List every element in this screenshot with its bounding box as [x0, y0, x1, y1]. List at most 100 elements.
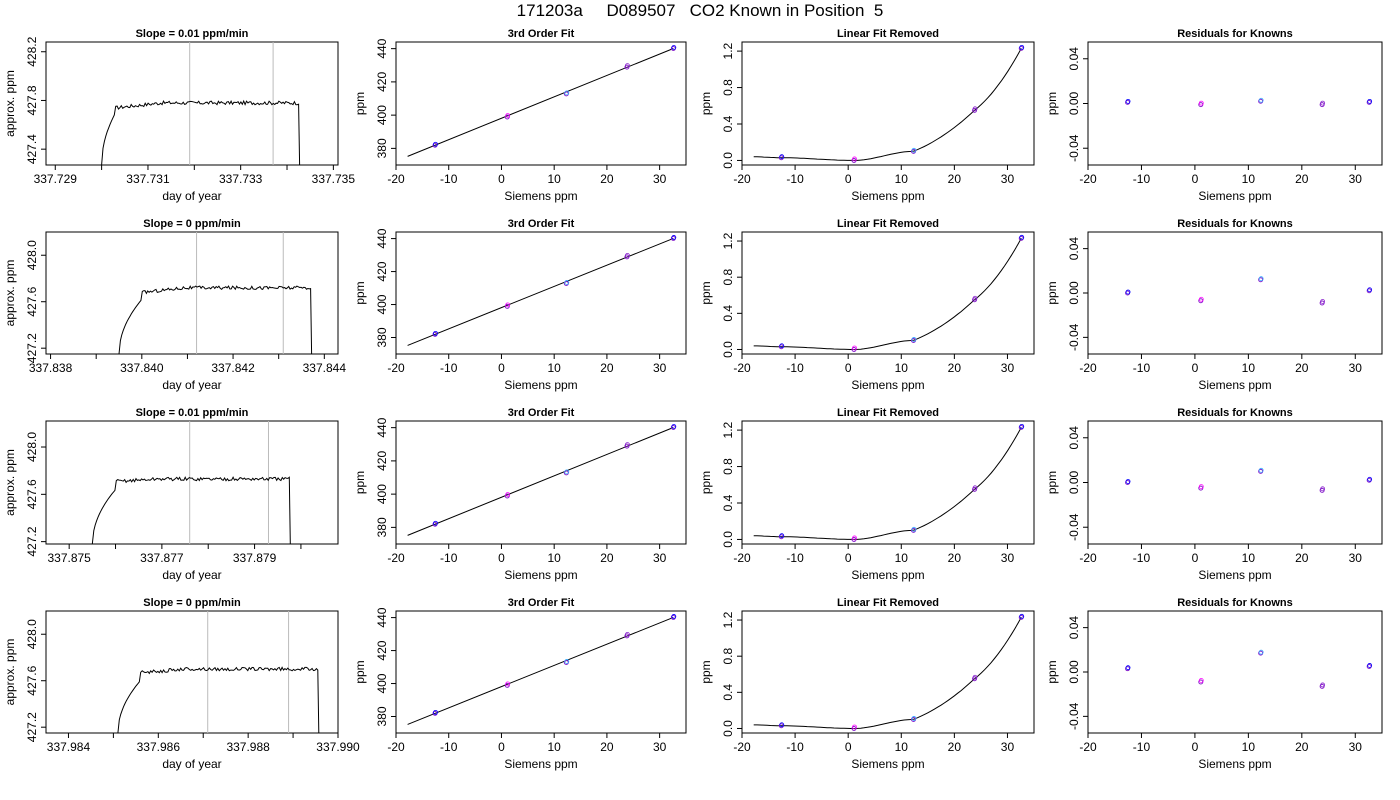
- data-point-replicate: [1258, 467, 1264, 473]
- y-tick-label: 0.04: [1067, 616, 1081, 640]
- panel-title: Linear Fit Removed: [837, 597, 939, 609]
- x-tick-label: -10: [786, 361, 804, 375]
- plot-frame: [45, 420, 339, 545]
- x-tick-label: 337.731: [126, 172, 170, 186]
- panel-title: Residuals for Knowns: [1177, 218, 1293, 230]
- y-tick-label: 0.04: [1067, 47, 1081, 71]
- plot-frame: [1087, 41, 1383, 166]
- data-point-replicate: [671, 424, 677, 429]
- y-tick-label: 0.4: [721, 115, 735, 132]
- x-tick-label: 10: [548, 740, 562, 754]
- x-tick-label: 20: [948, 361, 962, 375]
- y-tick-label: 427.6: [25, 479, 39, 509]
- panel-r4c1: Slope = 0 ppm/min day of year approx. ppm 3…: [3, 597, 360, 771]
- x-tick-label: -10: [786, 551, 804, 565]
- data-point-replicate: [505, 681, 511, 687]
- y-axis-label: ppm: [699, 471, 713, 494]
- x-tick-label: 0: [498, 740, 505, 754]
- data-point-replicate: [1019, 44, 1025, 50]
- data-point-replicate: [972, 485, 978, 491]
- panel-title: Slope = 0.01 ppm/min: [136, 407, 249, 419]
- data-point-replicate: [911, 147, 917, 153]
- data-point-replicate: [671, 45, 677, 50]
- x-axis-label: day of year: [162, 568, 221, 582]
- data-point-replicate: [779, 722, 785, 728]
- x-tick-label: -10: [786, 172, 804, 186]
- x-tick-label: 0: [1192, 740, 1199, 754]
- data-point-replicate: [1367, 663, 1373, 668]
- plot-frame: [45, 41, 339, 166]
- plot-frame: [395, 610, 687, 734]
- panel-r4c3: Linear Fit Removed Siemens ppm ppm -20 -10 0 1…: [699, 597, 1035, 771]
- plot-frame: [395, 420, 687, 545]
- y-tick-label: 0.00: [1067, 660, 1081, 684]
- data-point-replicate: [433, 520, 438, 526]
- data-point-replicate: [1198, 678, 1204, 683]
- y-tick-label: 0.8: [721, 648, 735, 665]
- data-point-replicate: [564, 280, 570, 285]
- y-axis-label: ppm: [1045, 92, 1059, 115]
- data-point-replicate: [1258, 649, 1264, 655]
- x-tick-label: 10: [548, 361, 562, 375]
- y-tick-label: 380: [375, 138, 389, 158]
- y-tick-label: 0.00: [1067, 91, 1081, 115]
- x-tick-label: -10: [1133, 551, 1151, 565]
- x-axis-label: day of year: [162, 189, 221, 203]
- x-tick-label: 10: [548, 172, 562, 186]
- data-point-replicate: [972, 106, 978, 112]
- x-tick-label: -20: [1079, 361, 1097, 375]
- x-tick-label: -20: [387, 172, 405, 186]
- data-point-replicate: [1367, 98, 1373, 104]
- panel-title: Slope = 0 ppm/min: [143, 597, 241, 609]
- x-tick-label: 337.988: [226, 740, 270, 754]
- plot-frame: [1087, 231, 1383, 355]
- y-tick-label: 400: [375, 294, 389, 314]
- x-tick-label: 30: [1001, 172, 1015, 186]
- data-point-replicate: [972, 295, 978, 301]
- data-point-replicate: [1019, 613, 1025, 619]
- data-point-replicate: [564, 659, 570, 664]
- panel-r1c2: 3rd Order Fit Siemens ppm ppm -20 -10 0 10 20 30…: [353, 28, 687, 203]
- data-point-replicate: [779, 154, 785, 160]
- x-tick-label: 337.984: [47, 740, 91, 754]
- data-point-replicate: [852, 156, 857, 162]
- x-tick-label: 0: [498, 551, 505, 565]
- x-tick-label: 0: [498, 361, 505, 375]
- panel-r1c1: Slope = 0.01 ppm/min day of year approx. p…: [3, 28, 355, 203]
- y-tick-label: 427.4: [25, 134, 39, 164]
- y-tick-label: -0.04: [1067, 134, 1081, 162]
- y-tick-label: 0.00: [1067, 281, 1081, 305]
- plot-frame: [1087, 420, 1383, 545]
- x-tick-label: 0: [845, 361, 852, 375]
- panel-title: Linear Fit Removed: [837, 218, 939, 230]
- y-tick-label: 1.2: [721, 232, 735, 249]
- ppm-trace: [118, 285, 313, 355]
- x-tick-label: 0: [1192, 551, 1199, 565]
- x-axis-label: Siemens ppm: [504, 378, 577, 392]
- x-tick-label: 10: [1242, 551, 1256, 565]
- ppm-trace: [91, 476, 291, 545]
- page-title: 171203a D089507 CO2 Known in Position 5: [516, 1, 884, 20]
- plot-frame: [741, 231, 1035, 355]
- x-tick-label: 10: [895, 172, 909, 186]
- y-tick-label: 0.8: [721, 458, 735, 475]
- y-axis-label: ppm: [353, 471, 367, 494]
- y-tick-label: 0.0: [721, 720, 735, 737]
- data-point-replicate: [564, 469, 570, 475]
- x-tick-label: -10: [440, 361, 458, 375]
- x-tick-label: 337.840: [120, 361, 164, 375]
- data-point-replicate: [1125, 289, 1131, 295]
- panel-r2c1: Slope = 0 ppm/min day of year approx. ppm 3…: [3, 218, 346, 392]
- x-tick-label: 20: [948, 551, 962, 565]
- y-tick-label: 380: [375, 706, 389, 726]
- y-tick-label: 440: [375, 607, 389, 627]
- x-tick-label: 337.990: [316, 740, 360, 754]
- x-tick-label: 0: [845, 551, 852, 565]
- x-tick-label: -10: [1133, 361, 1151, 375]
- fit-curve: [753, 238, 1022, 350]
- x-tick-label: 337.735: [312, 172, 356, 186]
- y-tick-label: 420: [375, 640, 389, 660]
- ppm-trace: [117, 666, 320, 734]
- data-point-replicate: [1198, 100, 1204, 106]
- x-tick-label: 30: [1349, 551, 1363, 565]
